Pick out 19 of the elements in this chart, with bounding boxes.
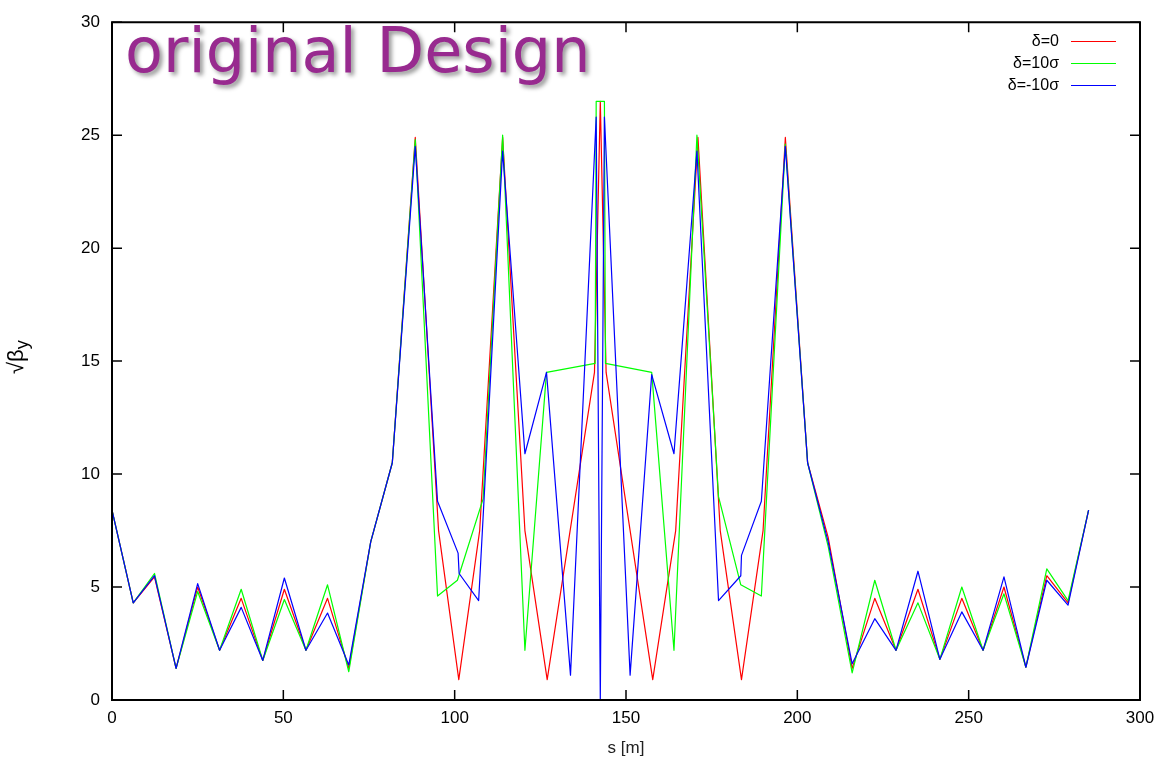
legend-label: δ=0 [1031,32,1059,50]
y-tick-label: 5 [90,576,100,596]
x-tick-label: 50 [273,707,293,727]
x-tick-label: 250 [954,707,983,727]
x-tick-label: 200 [783,707,812,727]
y-tick-label: 30 [81,11,100,31]
x-tick-label: 150 [611,707,641,727]
legend-label: δ=10σ [1013,54,1059,72]
y-tick-label: 0 [90,689,100,709]
annotation: original Design [125,14,591,87]
y-tick-label: 15 [81,350,100,370]
y-tick-label: 25 [81,124,100,144]
legend-label: δ=-10σ [1007,76,1059,94]
y-tick-label: 10 [81,463,100,483]
y-tick-label: 20 [81,237,100,257]
x-axis-title: s [m] [607,738,645,758]
x-tick-label: 100 [440,707,469,727]
x-tick-label: 0 [107,707,117,727]
x-tick-label: 300 [1125,707,1155,727]
